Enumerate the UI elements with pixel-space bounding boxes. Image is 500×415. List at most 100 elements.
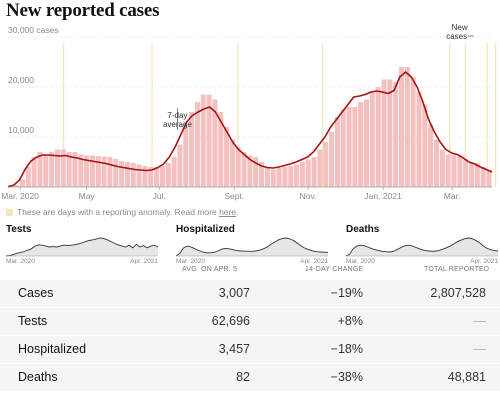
y-tick-label: 10,000 — [8, 125, 34, 135]
mini-tick-start: Mar. 2020 — [176, 258, 205, 264]
annotation-newcases-label: New — [452, 23, 468, 32]
mini-tick-start: Mar. 2020 — [346, 258, 375, 264]
case-bar — [381, 79, 387, 187]
anomaly-note: These are days with a reporting anomaly.… — [6, 207, 238, 217]
case-bar — [183, 127, 189, 187]
x-tick-label: Nov. — [300, 191, 317, 201]
case-bar — [165, 163, 171, 187]
case-bar — [346, 107, 352, 187]
row-total: — — [473, 342, 487, 356]
mini-title-deaths: Deaths — [346, 224, 380, 235]
table-row-deaths: Deaths 82 −38% 48,881 — [0, 364, 500, 392]
col-head-total: TOTAL REPORTED — [424, 266, 490, 273]
mini-area — [176, 238, 328, 256]
case-bar — [358, 102, 364, 187]
annotation-newcases-label-2: cases — [446, 32, 467, 41]
case-bar — [451, 154, 457, 187]
case-bar — [107, 157, 113, 187]
stats-table: Cases 3,007 −19% 2,807,528 Tests 62,696 … — [0, 280, 500, 392]
row-change: +8% — [337, 314, 363, 328]
case-bar — [387, 79, 393, 187]
mini-area — [6, 238, 158, 256]
case-bar — [194, 102, 200, 187]
case-bar — [264, 167, 270, 187]
case-bar — [229, 139, 235, 187]
case-bar — [364, 99, 370, 187]
case-bar — [398, 67, 405, 187]
row-avg: 62,696 — [211, 314, 250, 328]
case-bar — [72, 152, 78, 187]
table-row-hospitalized: Hospitalized 3,457 −18% — — [0, 336, 500, 364]
case-bar — [433, 139, 440, 187]
case-bar — [317, 149, 323, 187]
x-tick-label: May — [79, 191, 96, 201]
row-label: Cases — [18, 286, 54, 300]
case-bar — [375, 87, 381, 187]
mini-tick-end: Apr. 2021 — [470, 258, 498, 264]
case-bar — [299, 162, 305, 187]
case-bar — [463, 159, 469, 187]
case-bar — [154, 167, 160, 187]
case-bar — [416, 92, 422, 187]
case-bar — [101, 156, 107, 187]
case-bar — [334, 117, 340, 187]
case-bar — [241, 152, 247, 187]
mini-chart-hospitalized: Mar. 2020 Apr. 2021 — [175, 237, 329, 264]
case-bar — [486, 169, 492, 187]
case-bar — [329, 132, 335, 187]
case-bar — [439, 149, 445, 187]
case-bar — [25, 167, 31, 187]
mini-chart-tests: Mar. 2020 Apr. 2021 — [5, 237, 158, 264]
chart-title: New reported cases — [6, 0, 160, 21]
case-bar — [480, 167, 486, 187]
mini-line — [345, 237, 499, 257]
case-bar — [95, 156, 101, 187]
case-bar — [247, 155, 253, 187]
case-bar — [282, 167, 288, 187]
mini-line — [175, 237, 329, 257]
case-bar — [14, 185, 20, 187]
col-head-avg: AVG. ON APR. 5 — [182, 266, 238, 273]
case-bar — [148, 167, 154, 187]
case-bar — [218, 112, 224, 187]
case-bar — [66, 152, 72, 187]
row-label: Hospitalized — [18, 342, 87, 356]
case-bar — [235, 147, 241, 187]
case-bar — [270, 169, 276, 187]
row-label: Tests — [18, 314, 48, 328]
x-tick-label: Jan. 2021 — [364, 191, 402, 201]
case-bar — [340, 109, 346, 187]
x-tick-label: Mar. 2020 — [1, 191, 39, 201]
case-bar — [294, 164, 300, 187]
case-bar — [49, 152, 55, 187]
case-bar — [323, 142, 329, 187]
case-bar — [457, 154, 463, 187]
case-bar — [84, 155, 90, 187]
case-bar — [60, 149, 66, 187]
case-bar — [393, 82, 399, 187]
case-bar — [136, 164, 142, 187]
mini-tick-end: Apr. 2021 — [130, 258, 158, 264]
row-change: −19% — [330, 286, 363, 300]
case-bar — [189, 112, 195, 187]
row-total: 48,881 — [447, 370, 486, 384]
y-tick-label: 30,000 cases — [8, 25, 59, 35]
row-total: — — [473, 314, 487, 328]
case-bar — [212, 99, 218, 187]
case-bar — [404, 67, 410, 187]
case-bar — [177, 144, 183, 187]
case-bar — [445, 154, 451, 187]
row-avg: 3,457 — [218, 342, 250, 356]
read-more-link[interactable]: here — [219, 207, 237, 217]
case-bar — [428, 124, 434, 187]
case-bar — [369, 92, 375, 187]
case-bar — [78, 154, 84, 187]
row-change: −38% — [330, 370, 363, 384]
case-bar — [54, 149, 60, 187]
mini-title-tests: Tests — [6, 224, 32, 235]
table-row-tests: Tests 62,696 +8% — — [0, 308, 500, 336]
case-bar — [422, 104, 428, 187]
case-bar — [276, 168, 282, 187]
seven-day-average-line — [7, 71, 493, 188]
row-label: Deaths — [18, 370, 58, 384]
